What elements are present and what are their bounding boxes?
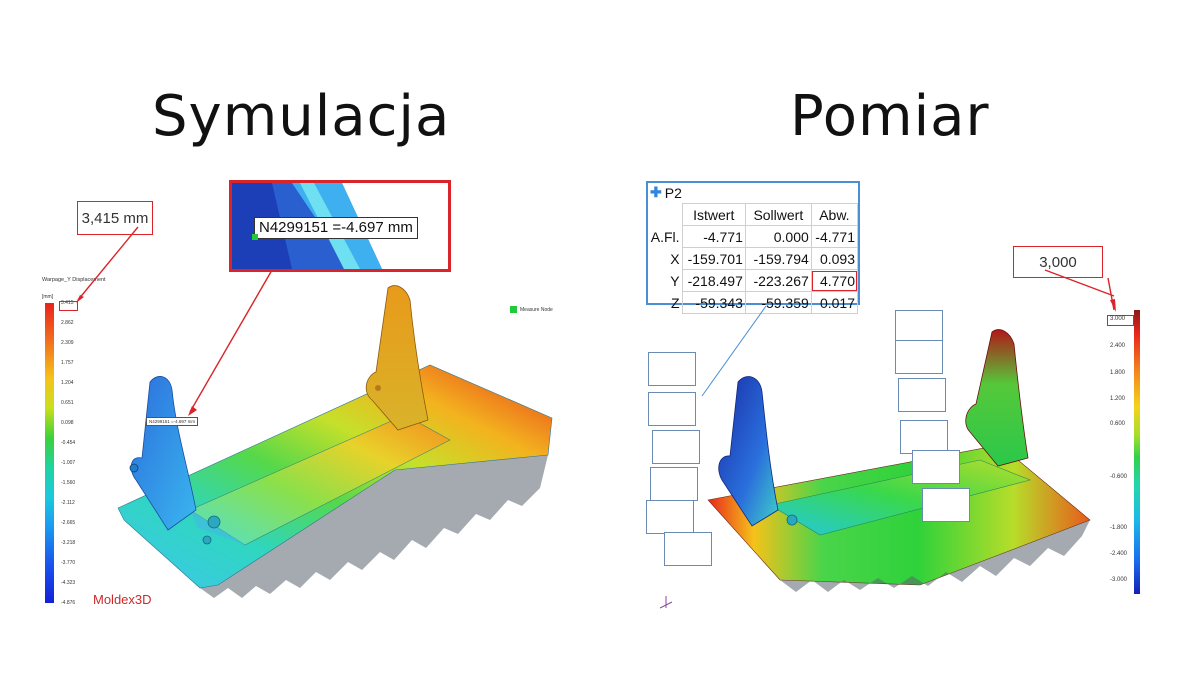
legend-tick-label: -1.560 (61, 480, 76, 486)
mini-annotation (652, 430, 700, 464)
left-color-bar (45, 303, 54, 603)
table-cell: -4.771 (810, 225, 859, 248)
p2-table: ✚ P2 Istwert Sollwert Abw. A.Fl. -4.771 … (646, 181, 860, 314)
legend-tick-label: -4.876 (61, 600, 76, 606)
max-value-callout: 3,000 (1013, 246, 1103, 278)
mini-annotation (895, 310, 943, 344)
legend-tick-label: 0.098 (61, 420, 74, 426)
brand-logo: Moldex3D (93, 592, 152, 607)
max-value-callout: 3,415 mm (77, 201, 153, 235)
table-cell: 0.093 (810, 247, 859, 270)
legend-tick-label: 0.600 (1110, 421, 1126, 427)
zoom-inset: N4299151 =-4.697 mm (229, 180, 451, 272)
left-title: Symulacja (152, 84, 451, 149)
max-marker-box (1107, 315, 1134, 326)
table-row: X -159.701 -159.794 0.093 (648, 247, 859, 270)
legend-tick-label: -1.800 (1110, 525, 1128, 531)
legend-title: Warpage_Y Displacement (42, 277, 106, 283)
legend-unit: [mm] (42, 294, 54, 300)
table-cell: 0.000 (744, 225, 812, 248)
legend-tick-label: -3.000 (1110, 577, 1128, 583)
mini-annotation (650, 467, 698, 501)
highlighted-cell: 4.770 (810, 269, 859, 292)
legend-tick-label: 3.000 (1110, 316, 1126, 322)
legend-tick-label: -2.400 (1110, 551, 1128, 557)
legend-tick-label: 2.862 (61, 320, 74, 326)
legend-tick-label: -2.112 (61, 500, 75, 506)
row-label: Y (670, 272, 680, 289)
table-cell: 0.017 (810, 291, 859, 314)
header-istwert: Istwert (681, 203, 746, 226)
right-title: Pomiar (790, 84, 990, 149)
node-callout-large: N4299151 =-4.697 mm (254, 217, 418, 239)
legend-tick-label: 1.204 (61, 380, 74, 386)
legend-tick-label: 1.200 (1110, 396, 1126, 402)
mini-annotation (646, 500, 694, 534)
row-label: Z (671, 294, 680, 311)
legend-tick-label: -4.323 (61, 580, 76, 586)
measure-node-icon (510, 306, 517, 313)
table-row: Z -59.343 -59.359 0.017 (648, 291, 859, 314)
mini-annotation (648, 392, 696, 426)
simulation-model (76, 226, 553, 598)
right-color-bar (1134, 310, 1140, 594)
header-sollwert: Sollwert (744, 203, 812, 226)
header-abw: Abw. (810, 203, 859, 226)
legend-tick-label: 0.651 (61, 400, 74, 406)
mini-annotation (648, 352, 696, 386)
mini-annotation (922, 488, 970, 522)
mini-annotation (895, 340, 943, 374)
legend-tick-label: 1.757 (61, 360, 74, 366)
legend-tick-label: 3.415 (61, 300, 74, 306)
legend-tick-label: -0.600 (1110, 474, 1128, 480)
plus-icon: ✚ (650, 184, 662, 200)
row-label: A.Fl. (650, 228, 680, 245)
table-cell: -159.794 (744, 247, 812, 270)
measure-node-label: Measure Node (520, 307, 553, 313)
mini-annotation (664, 532, 712, 566)
legend-tick-label: -3.218 (61, 540, 76, 546)
measurement-model (659, 269, 1116, 609)
legend-tick-label: -1.007 (61, 460, 76, 466)
node-callout-small: N4299151 =-4.697 mm (146, 417, 199, 426)
table-row: A.Fl. -4.771 0.000 -4.771 (648, 225, 859, 248)
legend-tick-label: 2.309 (61, 340, 74, 346)
legend-tick-label: -3.770 (61, 560, 76, 566)
mini-annotation (900, 420, 948, 454)
node-marker-icon (252, 234, 258, 240)
p2-values-table: Istwert Sollwert Abw. A.Fl. -4.771 0.000… (648, 203, 859, 314)
table-cell: -159.701 (681, 247, 746, 270)
table-header-row: Istwert Sollwert Abw. (648, 203, 859, 226)
legend-tick-label: -0.454 (61, 440, 76, 446)
legend-tick-label: -2.665 (61, 520, 76, 526)
mini-annotation (912, 450, 960, 484)
max-marker-box (59, 301, 78, 311)
p2-label: P2 (664, 184, 682, 201)
table-cell: -59.343 (681, 291, 746, 314)
row-label: X (670, 250, 680, 267)
legend-tick-label: 2.400 (1110, 343, 1126, 349)
table-row: Y -218.497 -223.267 4.770 (648, 269, 859, 292)
legend-tick-label: 1.800 (1110, 370, 1126, 376)
mini-annotation (898, 378, 946, 412)
